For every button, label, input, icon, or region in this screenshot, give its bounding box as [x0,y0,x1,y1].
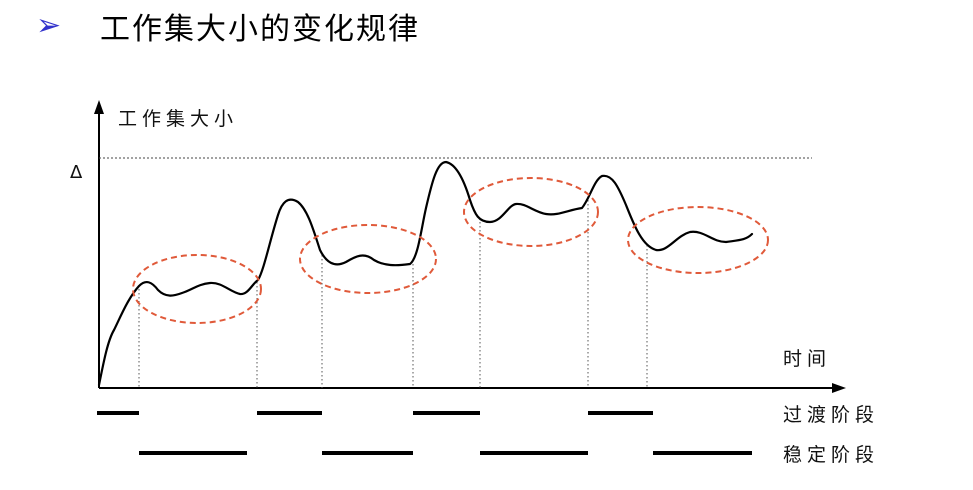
stable-ellipse [463,177,599,247]
delta-label: Δ [70,162,83,183]
stable-ellipse [299,224,437,294]
slide-title: ➢ 工作集大小的变化规律 [36,4,420,48]
x-axis-label: 时间 [783,348,831,370]
stable-phase-label: 稳定阶段 [783,444,879,466]
arrow-bullet-icon: ➢ [36,8,62,43]
stable-ellipse [132,254,262,324]
working-set-curve [97,160,754,387]
stable-ellipse [627,206,769,274]
stable-phase-ellipses [132,177,769,324]
title-text: 工作集大小的变化规律 [100,12,420,47]
y-axis-label: 工作集大小 [118,108,238,130]
y-axis-arrow-icon [94,100,104,114]
transition-phase-label: 过渡阶段 [783,404,879,426]
x-axis-arrow-icon [832,383,846,393]
